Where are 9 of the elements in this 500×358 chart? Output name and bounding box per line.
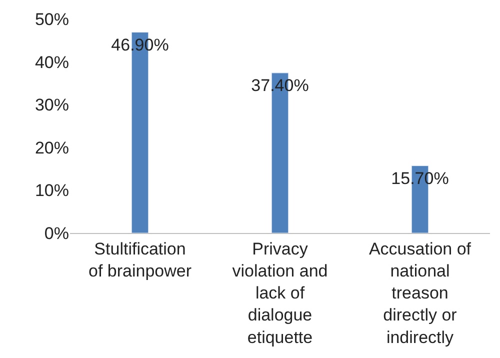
y-tick-label: 10% [34,181,69,200]
x-tick-label: Privacy violation and lack of dialogue etiquette [232,239,328,347]
y-tick-label: 30% [34,96,69,115]
x-tick-label: Accusation of national treason directly or indirectly [368,239,472,347]
x-tick-label: Stultification of brainpower [88,239,192,280]
y-tick-label: 40% [34,52,69,72]
y-tick-label: 0% [44,224,69,243]
y-tick-label: 50% [34,10,69,29]
y-tick-label: 20% [34,138,69,158]
